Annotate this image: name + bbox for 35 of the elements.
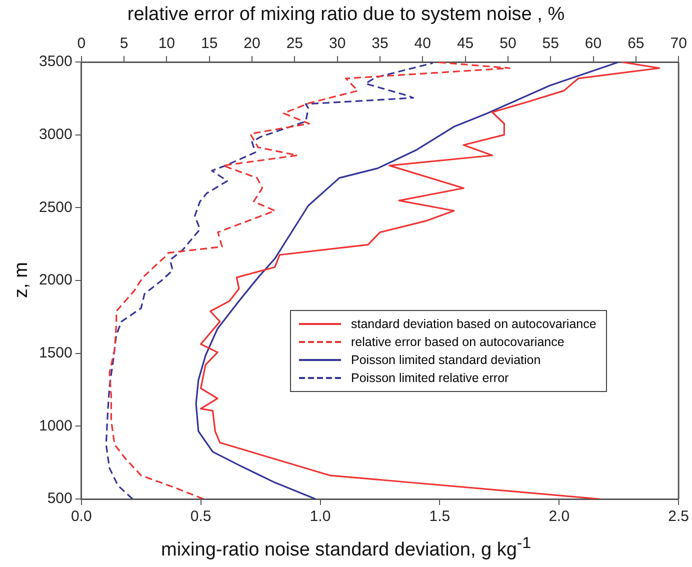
x2-tick-label: 0 <box>77 35 86 52</box>
x-tick-label: 2.5 <box>668 508 690 526</box>
x2-tick-label: 30 <box>328 35 346 52</box>
x2-tick-label: 5 <box>120 35 128 52</box>
y-tick-label: 1000 <box>38 417 72 434</box>
y-axis-title: z, m <box>11 262 33 298</box>
x2-tick-label: 65 <box>628 35 644 52</box>
x2-tick-label: 70 <box>670 35 687 52</box>
x-tick-label: 1.0 <box>310 508 331 526</box>
y-tick-label: 3500 <box>38 53 72 70</box>
x-axis-title: mixing-ratio noise standard deviation, g kg$^{-1}$ <box>160 534 532 561</box>
y-tick-label: 3000 <box>38 126 72 143</box>
x2-tick-label: 45 <box>456 35 474 52</box>
x2-tick-label: 35 <box>372 35 388 52</box>
y-tick-label: 1500 <box>38 344 72 362</box>
x-tick-label: 0.5 <box>190 508 212 526</box>
x2-tick-label: 40 <box>414 35 431 52</box>
x2-tick-label: 55 <box>542 35 559 52</box>
legend-label: relative error based on autocovariance <box>351 335 564 349</box>
x2-tick-label: 20 <box>244 35 260 52</box>
legend-label: Poisson limited standard deviation <box>351 353 541 367</box>
x-tick-label: 2.0 <box>548 508 570 526</box>
x2-tick-label: 25 <box>286 35 303 52</box>
y-tick-label: 500 <box>47 490 72 508</box>
x2-tick-label: 15 <box>201 35 218 52</box>
legend-label: Poisson limited relative error <box>351 371 509 385</box>
x2-axis-title: relative error of mixing ratio due to system noise , % <box>126 4 566 26</box>
legend-label: standard deviation based on autocovariance <box>351 317 596 331</box>
y-tick-label: 2000 <box>38 272 72 289</box>
x2-tick-label: 10 <box>158 35 176 52</box>
y-tick-label: 2500 <box>38 198 72 216</box>
x2-tick-label: 50 <box>500 35 516 52</box>
x-tick-label: 1.5 <box>429 508 450 526</box>
x2-tick-label: 60 <box>584 35 602 52</box>
x-tick-label: 0.0 <box>70 508 92 526</box>
